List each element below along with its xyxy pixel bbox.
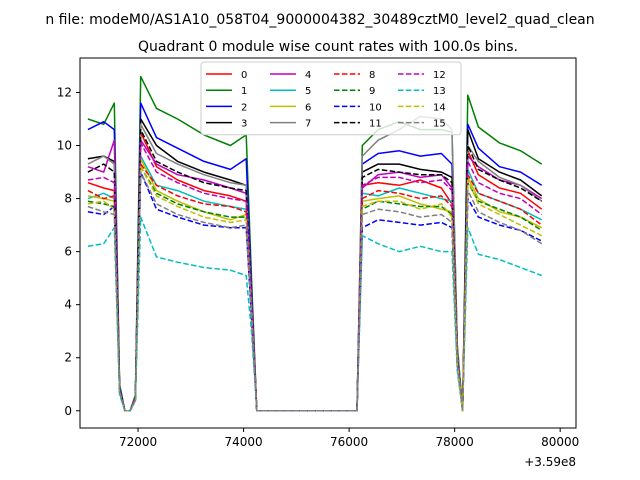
legend-box: [200, 61, 462, 136]
x-tick-label: 78000: [436, 435, 474, 449]
x-tick-label: 72000: [119, 435, 157, 449]
legend-label-9: 9: [369, 86, 375, 97]
legend-label-3: 3: [241, 119, 247, 130]
legend-label-2: 2: [241, 102, 247, 113]
y-tick-label: 0: [64, 404, 72, 418]
legend-label-15: 15: [433, 119, 446, 130]
chart-title: Quadrant 0 module wise count rates with …: [138, 39, 518, 55]
legend-label-8: 8: [369, 70, 375, 81]
y-tick-label: 2: [64, 351, 72, 365]
x-axis-offset-label: +3.59e8: [524, 455, 576, 469]
legend-label-5: 5: [305, 86, 311, 97]
legend-label-14: 14: [433, 102, 446, 113]
axes-frame: [79, 57, 577, 429]
y-axis: 0 2 4 6 8 10 12: [57, 85, 80, 418]
x-axis: 72000 74000 76000 78000 80000: [119, 428, 579, 449]
legend-label-7: 7: [305, 119, 311, 130]
legend-label-13: 13: [433, 86, 446, 97]
legend-label-4: 4: [305, 70, 311, 81]
legend-label-10: 10: [369, 102, 382, 113]
legend-label-1: 1: [241, 86, 247, 97]
x-tick-label: 74000: [224, 435, 262, 449]
series-layer: [87, 75, 543, 412]
y-tick-label: 4: [64, 298, 72, 312]
legend-label-12: 12: [433, 70, 446, 81]
x-tick-label: 76000: [330, 435, 368, 449]
y-tick-label: 8: [64, 192, 72, 206]
x-tick-label: 80000: [541, 435, 579, 449]
legend-label-0: 0: [241, 70, 247, 81]
legend-label-6: 6: [305, 102, 311, 113]
series-line-15: [87, 171, 543, 412]
y-tick-label: 6: [64, 245, 72, 259]
y-tick-label: 10: [57, 139, 72, 153]
figure-suptitle: n file: modeM0/AS1A10_058T04_9000004382_…: [45, 12, 594, 28]
y-tick-label: 12: [57, 85, 72, 99]
legend-label-11: 11: [369, 119, 382, 130]
